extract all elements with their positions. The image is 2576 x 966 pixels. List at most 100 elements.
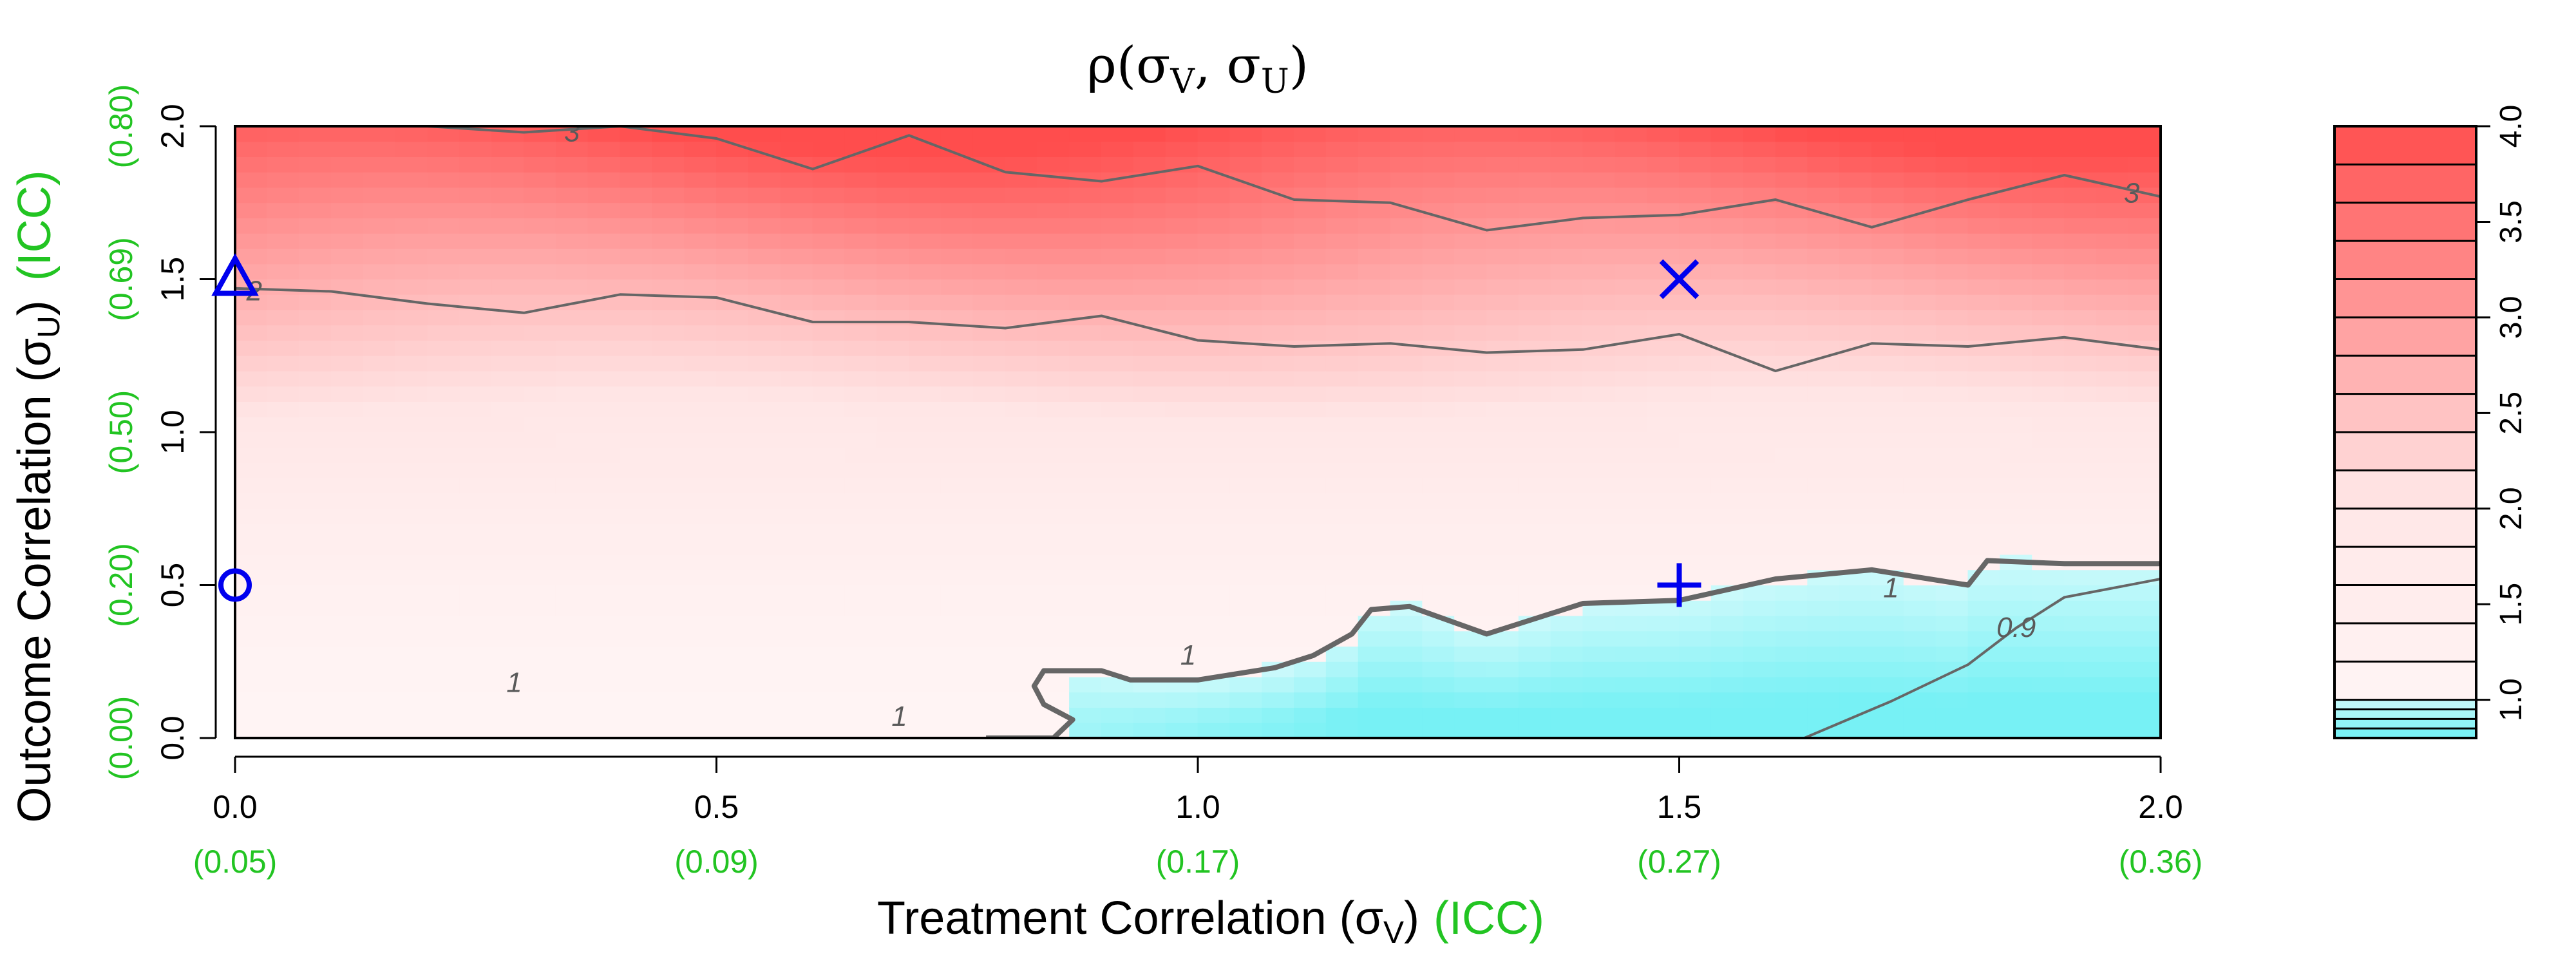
- heat-cell: [652, 646, 685, 662]
- heat-cell: [780, 248, 813, 265]
- heat-cell: [1679, 707, 1712, 723]
- heat-cell: [844, 661, 878, 677]
- heat-cell: [524, 355, 556, 372]
- contour-label-3: 3: [2124, 178, 2140, 209]
- heat-cell: [1615, 386, 1648, 402]
- heat-cell: [1582, 171, 1616, 188]
- heat-cell: [587, 202, 621, 218]
- heat-cell: [909, 600, 942, 616]
- heat-cell: [876, 416, 909, 433]
- heat-cell: [1710, 232, 1744, 249]
- heat-cell: [1037, 202, 1070, 218]
- heat-cell: [684, 279, 717, 295]
- heat-cell: [2064, 646, 2097, 662]
- heat-cell: [1550, 661, 1584, 677]
- heat-cell: [909, 477, 942, 494]
- heat-cell: [1390, 431, 1423, 448]
- heat-cell: [1101, 401, 1134, 417]
- heat-cell: [267, 232, 300, 249]
- heat-cell: [1262, 340, 1294, 356]
- heat-cell: [1037, 218, 1070, 234]
- heat-cell: [1615, 294, 1648, 310]
- heat-cell: [748, 676, 781, 693]
- heat-cell: [1197, 279, 1231, 295]
- heat-cell: [1550, 493, 1584, 509]
- heat-cell: [1775, 447, 1808, 463]
- heat-cell: [1647, 676, 1680, 693]
- heat-cell: [555, 707, 589, 723]
- heat-cell: [748, 524, 781, 540]
- heat-cell: [1165, 661, 1198, 677]
- heat-cell: [1486, 431, 1519, 448]
- heat-cell: [2000, 279, 2033, 295]
- heat-cell: [1325, 585, 1359, 601]
- heat-cell: [1294, 171, 1327, 188]
- heat-cell: [1005, 447, 1038, 463]
- heat-cell: [780, 126, 813, 142]
- heat-cell: [491, 218, 524, 234]
- heat-cell: [1871, 416, 1904, 433]
- heat-cell: [1101, 294, 1134, 310]
- heat-cell: [1133, 585, 1166, 601]
- heat-cell: [972, 370, 1006, 387]
- heat-cell: [1486, 462, 1519, 478]
- heat-cell: [748, 263, 781, 279]
- heat-cell: [1679, 462, 1712, 478]
- heat-cell: [1197, 692, 1231, 708]
- heat-cell: [1037, 232, 1070, 249]
- heat-cell: [1390, 340, 1423, 356]
- heat-cell: [363, 325, 396, 341]
- heat-cell: [780, 171, 813, 188]
- heat-cell: [812, 722, 846, 738]
- heat-cell: [876, 386, 909, 402]
- heat-cell: [1582, 462, 1616, 478]
- heat-cell: [1005, 569, 1038, 585]
- heat-cell: [267, 279, 300, 295]
- heat-cell: [1647, 340, 1680, 356]
- heat-cell: [1422, 447, 1455, 463]
- heat-cell: [909, 171, 942, 188]
- heat-cell: [1165, 447, 1198, 463]
- heat-cell: [2128, 707, 2161, 723]
- heat-cell: [844, 707, 878, 723]
- heat-cell: [1743, 156, 1776, 173]
- colorbar-band: [2334, 719, 2476, 729]
- heat-cell: [1615, 187, 1648, 204]
- heat-cell: [1229, 462, 1263, 478]
- heat-cell: [331, 692, 364, 708]
- heat-cell: [491, 325, 524, 341]
- heat-cell: [1133, 370, 1166, 387]
- heat-cell: [459, 569, 493, 585]
- heat-cell: [1101, 722, 1134, 738]
- heat-cell: [1133, 294, 1166, 310]
- heat-cell: [876, 156, 909, 173]
- heat-cell: [1229, 615, 1263, 632]
- heat-cell: [1294, 355, 1327, 372]
- heat-cell: [909, 370, 942, 387]
- heat-cell: [1615, 646, 1648, 662]
- heat-cell: [1358, 309, 1391, 326]
- heat-cell: [2064, 493, 2097, 509]
- heat-cell: [620, 538, 653, 555]
- heat-cell: [1743, 171, 1776, 188]
- heat-cell: [267, 661, 300, 677]
- heat-cell: [459, 279, 493, 295]
- heat-cell: [2000, 355, 2033, 372]
- heat-cell: [267, 340, 300, 356]
- x-tick-label: 0.0: [213, 789, 258, 825]
- heat-cell: [1550, 187, 1584, 204]
- heat-cell: [587, 569, 621, 585]
- heat-cell: [1325, 279, 1359, 295]
- heat-cell: [1165, 538, 1198, 555]
- heat-cell: [2032, 401, 2065, 417]
- heat-cell: [1679, 141, 1712, 157]
- heat-cell: [1069, 248, 1102, 265]
- y-axis-label-sub: U: [32, 316, 66, 338]
- colorbar-tick-label: 3.5: [2494, 200, 2528, 243]
- heat-cell: [1871, 370, 1904, 387]
- heat-cell: [940, 187, 974, 204]
- heat-cell: [1454, 600, 1487, 616]
- heat-cell: [1518, 325, 1551, 341]
- heat-cell: [524, 477, 556, 494]
- heat-cell: [427, 263, 460, 279]
